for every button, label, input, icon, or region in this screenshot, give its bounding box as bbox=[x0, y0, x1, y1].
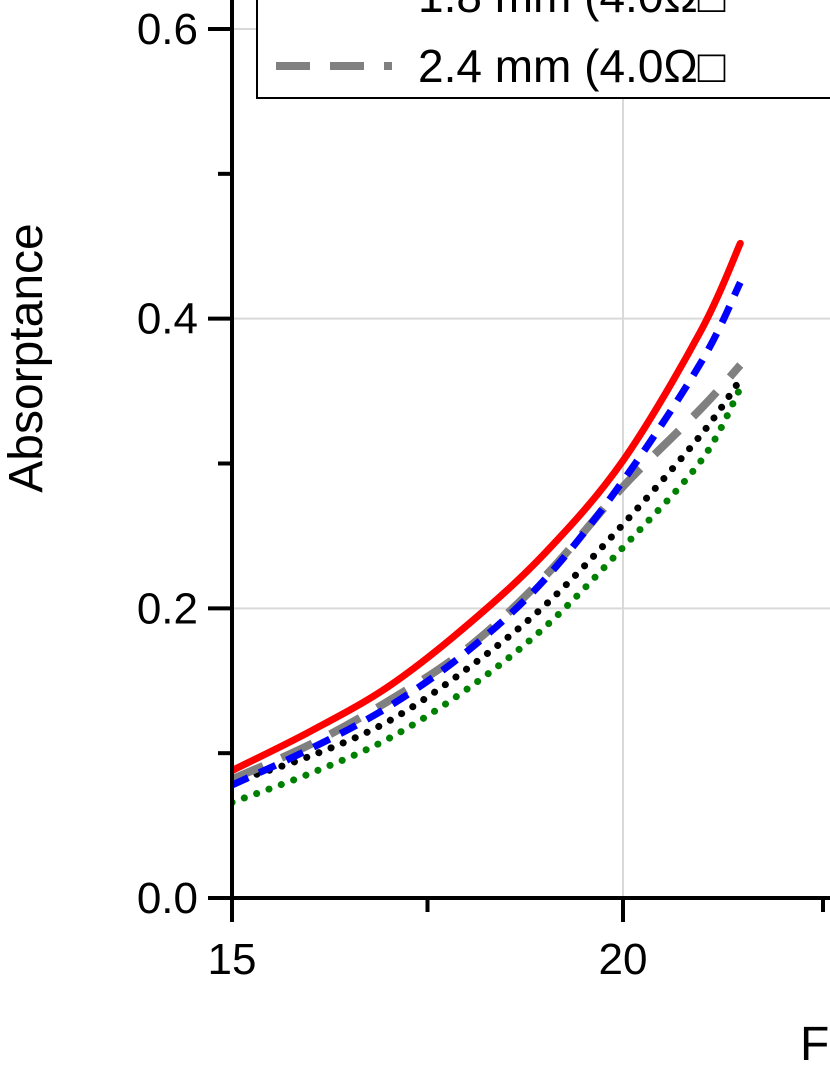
legend-label: 2.4 mm (4.0Ω□ bbox=[418, 40, 726, 92]
series-group bbox=[232, 239, 744, 806]
y-tick-label: 0.6 bbox=[137, 5, 198, 54]
series-line-3 bbox=[232, 375, 744, 786]
legend-box bbox=[256, 0, 830, 99]
y-tick-label: 0.2 bbox=[137, 584, 198, 633]
legend-label: 1.8 mm (4.0Ω□ bbox=[418, 0, 726, 22]
y-tick-label: 0.4 bbox=[137, 295, 198, 344]
series-line-4 bbox=[232, 384, 744, 806]
grid bbox=[232, 0, 830, 898]
x-tick-label: 20 bbox=[599, 935, 648, 984]
x-axis-title: F bbox=[800, 1018, 829, 1071]
series-line-0 bbox=[232, 239, 744, 775]
axes bbox=[208, 0, 830, 922]
series-line-1 bbox=[232, 280, 744, 789]
y-axis-title: Absorptance bbox=[0, 223, 53, 493]
tick-labels: 0.0 0.2 0.4 0.6 15 20 bbox=[137, 5, 648, 984]
y-tick-label: 0.0 bbox=[137, 874, 198, 923]
legend: 1.8 mm (4.0Ω□ 2.4 mm (4.0Ω□ bbox=[256, 0, 830, 99]
x-tick-label: 15 bbox=[208, 935, 257, 984]
